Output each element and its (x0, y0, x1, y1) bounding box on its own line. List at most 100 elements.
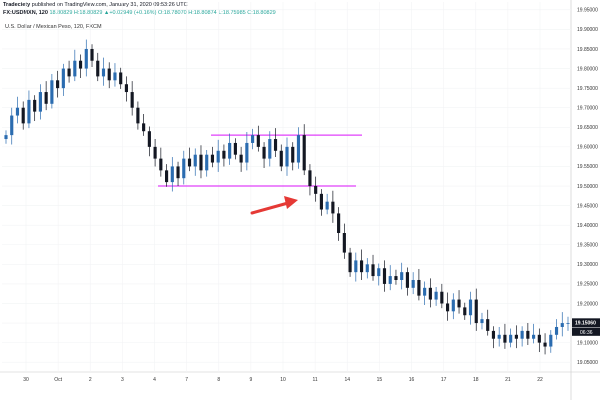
candle-body (182, 158, 186, 179)
candle-body (170, 166, 174, 183)
candle-body (388, 276, 392, 284)
candle-body (262, 146, 266, 159)
candle-body (4, 135, 8, 140)
ohlc-readout: 18.80829 H:18.80829 ▲+0.02949 (+0.16%) O… (49, 10, 276, 16)
time-tick-label: 7 (185, 377, 188, 383)
candle-body (38, 92, 42, 112)
price-tick-label: 19.50000 (577, 184, 598, 190)
candle-body (228, 142, 232, 159)
time-tick-label: 3 (121, 377, 124, 383)
time-tick-label: 16 (409, 377, 415, 383)
candle-body (342, 233, 346, 253)
candle-body (377, 268, 381, 277)
countdown-box (572, 327, 600, 336)
zone-lines (158, 134, 362, 187)
candle-body (119, 72, 123, 85)
candle-body (371, 264, 375, 277)
candle-body (245, 142, 249, 163)
candle-body (251, 135, 255, 143)
author-name: Tradeciety (3, 2, 31, 8)
candle-body (319, 193, 323, 210)
candle-body (21, 107, 25, 124)
candle-body (50, 80, 54, 104)
candle-body (480, 319, 484, 324)
candle-body (423, 287, 427, 296)
candle-body (199, 154, 203, 171)
candle-body (365, 264, 369, 273)
candle-body (503, 334, 507, 343)
series-title: U.S. Dollar / Mexican Peso, 120, FXCM (5, 24, 102, 30)
candle-body (113, 72, 117, 81)
candle-body (56, 80, 60, 89)
time-tick-label: 17 (441, 377, 447, 383)
candle-body (73, 60, 77, 77)
candle-body (463, 307, 467, 316)
candle-body (96, 60, 100, 77)
candle-body (15, 107, 20, 116)
candle-body (159, 158, 163, 171)
time-tick-label: 9 (249, 377, 252, 383)
candle-body (147, 131, 151, 147)
candle-body (520, 330, 524, 339)
candle-body (325, 201, 329, 210)
candle-body (101, 68, 106, 77)
price-tick-label: 19.20000 (577, 301, 598, 307)
candle-body (61, 68, 65, 89)
time-tick-label: 11 (313, 377, 318, 383)
price-tick-label: 19.35000 (577, 243, 598, 249)
time-tick-label: 21 (505, 377, 511, 383)
candle-body (566, 323, 570, 324)
candle-body (187, 158, 192, 167)
arrow-shaft (250, 201, 290, 215)
time-tick-label: 15 (377, 377, 383, 383)
candle-body (434, 291, 438, 300)
countdown-label: 06:36 (580, 330, 593, 336)
candle-body (537, 334, 541, 343)
price-tick-label: 19.40000 (577, 223, 598, 229)
price-tick-label: 19.85000 (577, 47, 598, 53)
last-price-box (572, 318, 600, 328)
price-tick-label: 19.75000 (577, 86, 598, 92)
candle-body (514, 334, 518, 339)
symbol-label: FX:USDMXN, 120 (3, 10, 48, 16)
time-tick-label: 30 (23, 377, 29, 383)
time-axis[interactable]: 30 Oct 2 3 4 7 8 9 10 11 14 15 16 17 18 21 22 (23, 377, 543, 383)
candle-body (256, 135, 260, 147)
candle-body (176, 166, 180, 179)
symbol-info: FX:USDMXN, 120 18.80829 H:18.80829 ▲+0.0… (3, 10, 276, 16)
price-tick-label: 19.10000 (577, 340, 598, 346)
arrow-head (284, 196, 298, 209)
candle-body (549, 334, 553, 347)
time-tick-label: 4 (153, 377, 156, 383)
candle-body (497, 334, 501, 339)
price-tick-label: 19.80000 (577, 66, 598, 72)
candle-body (359, 260, 364, 273)
candle-body (268, 139, 272, 159)
candle-body (279, 150, 283, 167)
candle-body (509, 334, 513, 343)
candle-body (273, 139, 278, 151)
candle-body (331, 201, 335, 214)
candle-body (33, 99, 37, 112)
candle-body (285, 146, 289, 167)
candle-body (296, 135, 301, 163)
candle-body (354, 260, 358, 273)
price-tick-label: 19.55000 (577, 164, 598, 170)
candle-body (10, 115, 14, 136)
candle-body (302, 135, 306, 171)
candle-body (164, 170, 169, 183)
candle-body (526, 330, 530, 339)
candle-body (451, 299, 455, 312)
candle-body (382, 268, 387, 284)
candle-body (543, 342, 547, 347)
candle-body (216, 150, 220, 163)
price-tick-label: 19.30000 (577, 262, 598, 268)
price-axis[interactable]: 19.95000 19.90000 19.85000 19.80000 19.75000… (577, 8, 598, 366)
candle-body (411, 279, 415, 288)
candle-body (405, 272, 410, 288)
candle-body (554, 326, 559, 335)
price-tick-label: 19.65000 (577, 125, 598, 131)
last-price-label: 19.15060 (575, 321, 596, 327)
candle-body (394, 276, 398, 280)
